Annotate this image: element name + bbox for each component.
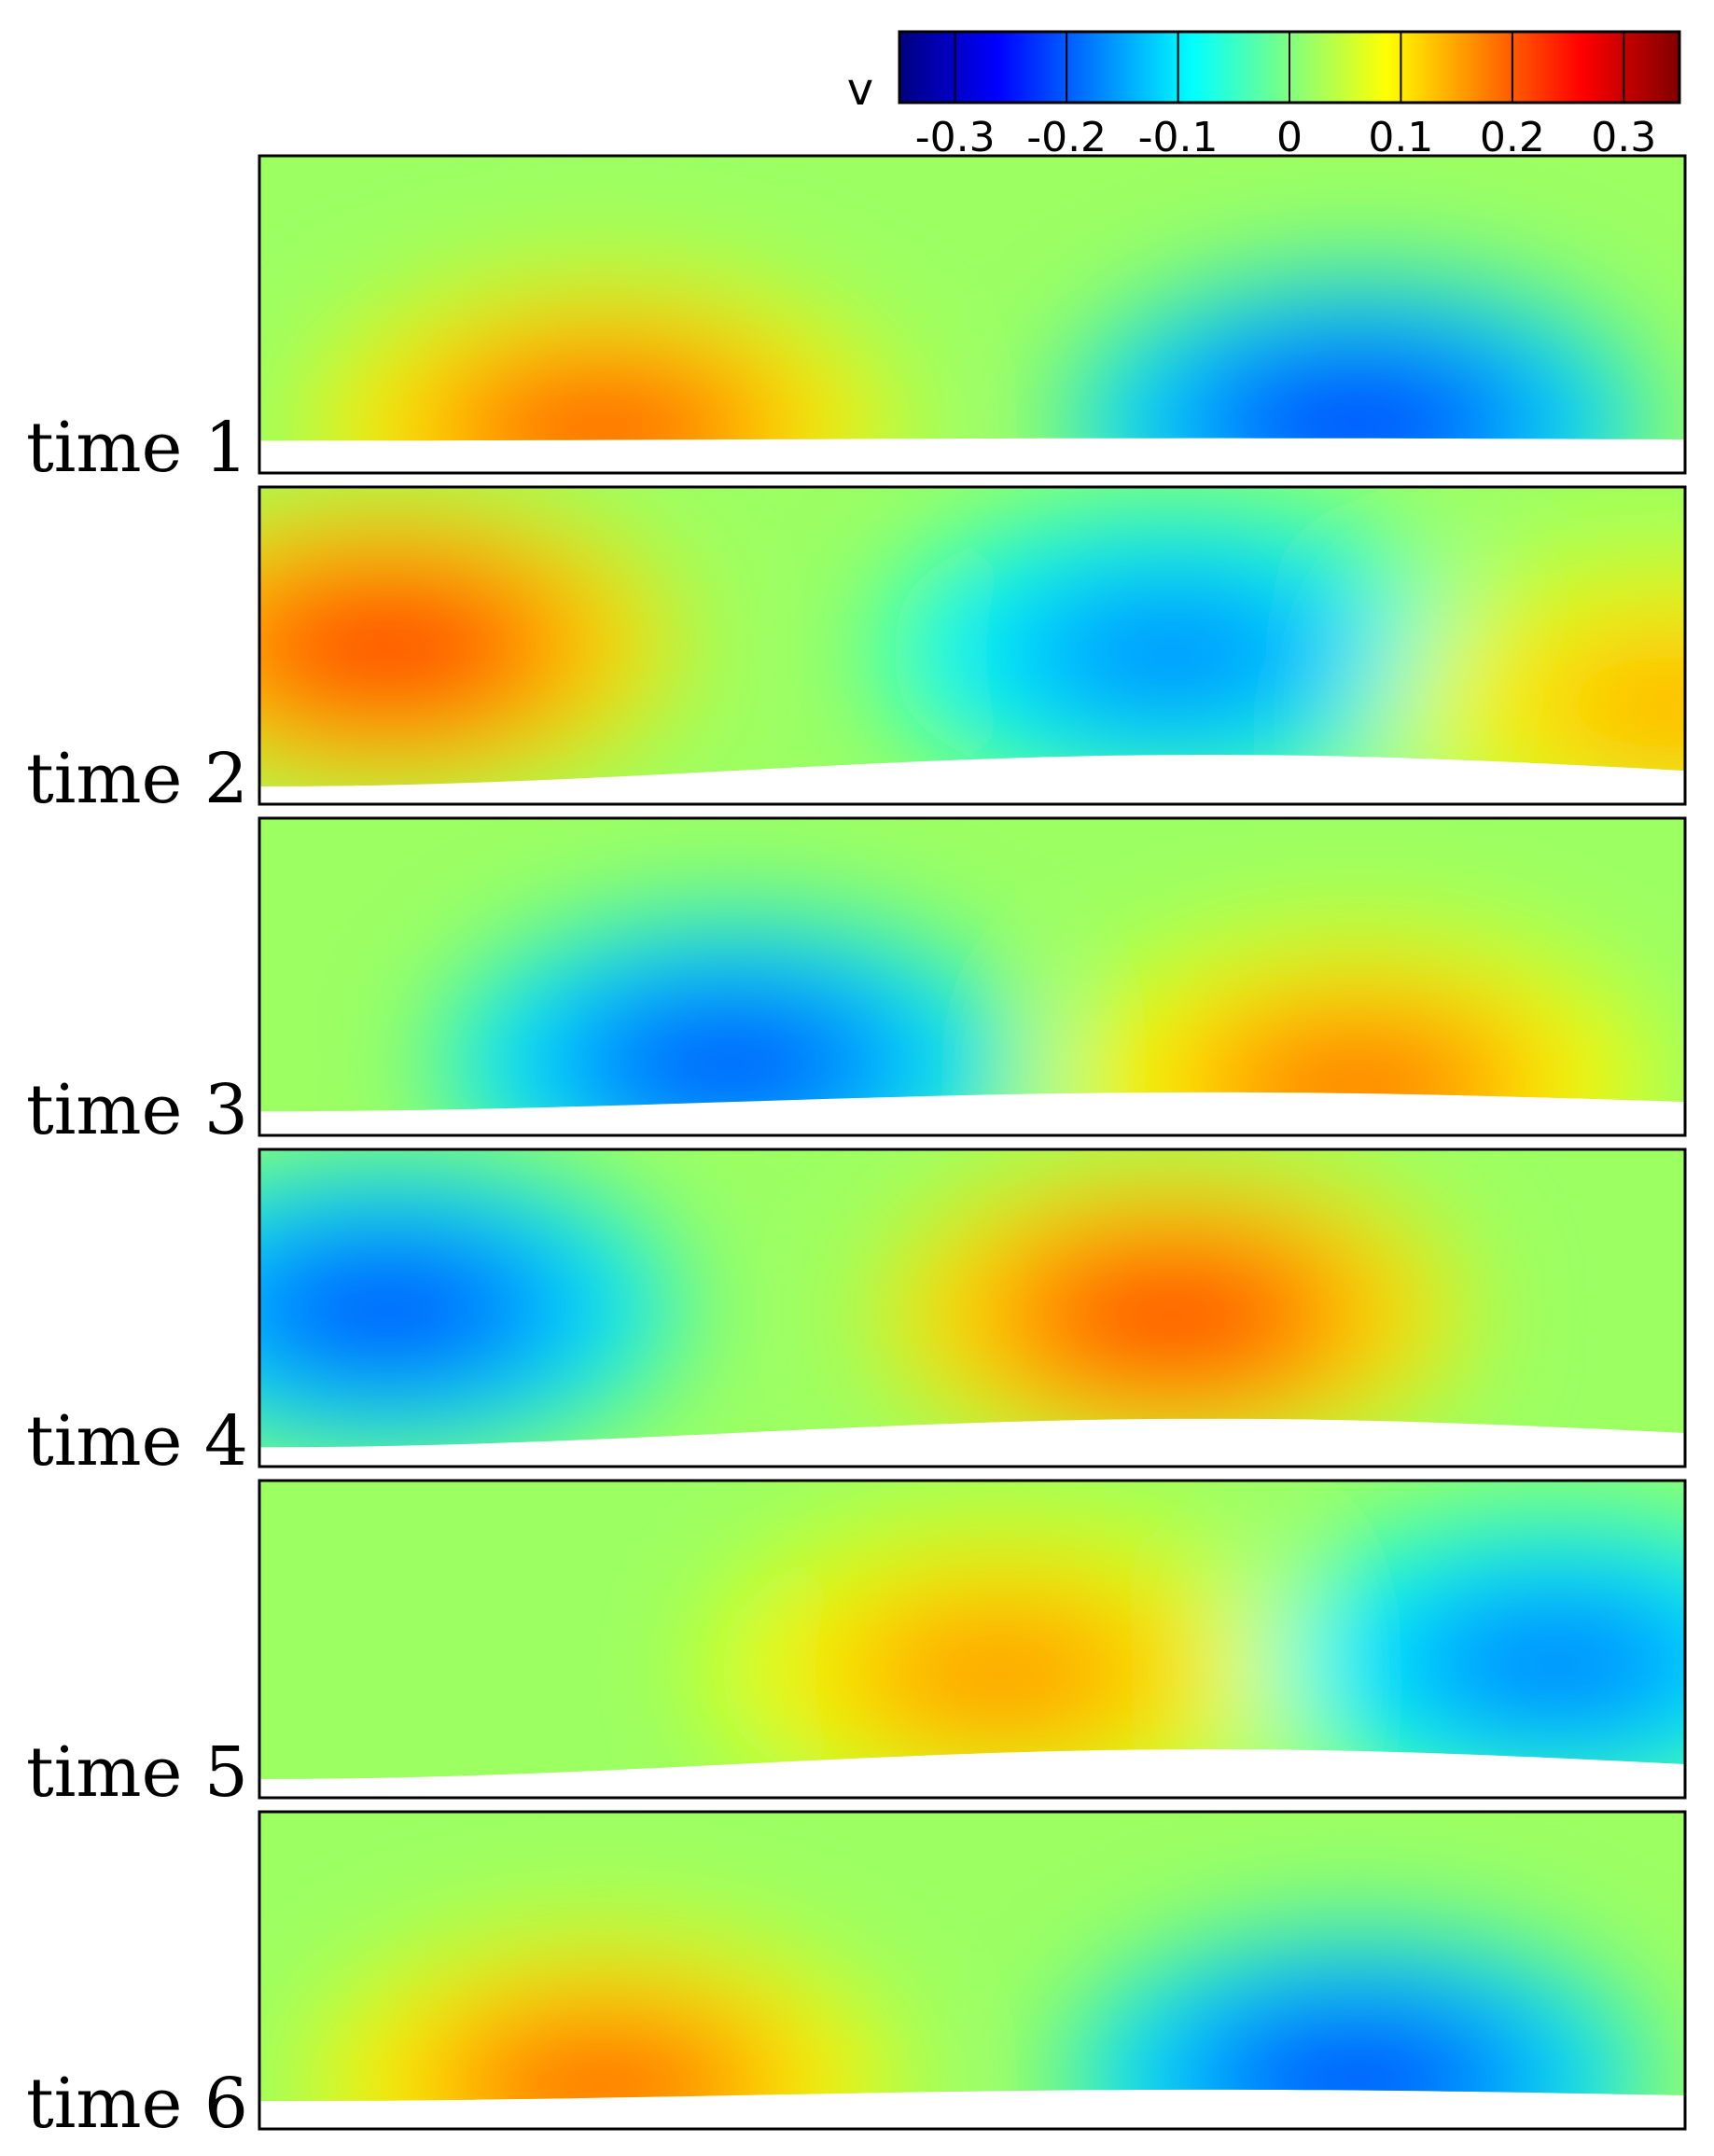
field-feature-core: [278, 606, 497, 696]
panel-frame: [258, 1810, 1687, 2131]
field-feature-core: [1447, 1622, 1666, 1712]
panel-frame: [258, 1479, 1687, 1800]
panel-label: time 2: [26, 739, 248, 819]
field: [259, 487, 1685, 786]
field: [259, 156, 1685, 441]
colorbar-ticks: -0.3 -0.2 -0.1 0 0.1 0.2 0.3: [915, 32, 1656, 161]
colorbar-tick-label: 0: [1276, 114, 1303, 161]
panel-frame: [258, 485, 1687, 806]
panel-label: time 3: [26, 1070, 248, 1150]
panel: time 3: [26, 816, 1687, 1150]
colorbar-tick-label: 0.3: [1591, 114, 1656, 161]
field-feature-core: [1247, 383, 1467, 441]
panel-label: time 5: [26, 1732, 248, 1813]
field-blobs: [311, 1932, 1649, 2102]
field-blobs: [259, 1161, 1463, 1448]
field: [259, 818, 1685, 1112]
field: [259, 1481, 1685, 1779]
panel-frame: [258, 154, 1687, 475]
panel: time 5: [26, 1479, 1687, 1813]
field: [259, 1149, 1685, 1448]
field: [259, 1812, 1685, 2102]
panels: time 1 time 2 time 3 time 4 time 5 time 6: [26, 154, 1687, 2144]
field-feature-core: [891, 1632, 1110, 1721]
field-feature-core: [278, 1269, 497, 1358]
field-blobs: [311, 276, 1649, 441]
colorbar-frame: [898, 30, 1681, 104]
panel-label: time 4: [26, 1401, 248, 1481]
panel: time 6: [26, 1810, 1687, 2144]
field-feature-core: [492, 2045, 711, 2102]
panel-frame: [258, 1148, 1687, 1468]
field-feature-core: [492, 389, 711, 441]
colorbar-label: v: [847, 63, 873, 116]
field-feature-core: [1568, 663, 1685, 753]
field-blobs: [439, 916, 1649, 1112]
field-feature-core: [1247, 1046, 1467, 1112]
panel-frame: [258, 816, 1687, 1137]
colorbar: v -0.3 -0.2 -0.1 0 0.1 0.2 0.3: [847, 30, 1681, 161]
field-feature-core: [1247, 2039, 1467, 2102]
panel: time 1: [26, 154, 1687, 488]
panel-label: time 1: [26, 408, 248, 488]
field-feature-core: [1063, 1275, 1281, 1365]
field-feature-core: [620, 1023, 840, 1112]
panel: time 4: [26, 1148, 1687, 1481]
field-feature-core: [1063, 613, 1281, 702]
panel: time 2: [26, 485, 1687, 819]
field-blobs: [259, 499, 1685, 786]
field-blobs: [709, 1515, 1685, 1779]
colorbar-tick-label: -0.2: [1026, 114, 1107, 161]
panel-label: time 6: [26, 2064, 248, 2144]
colorbar-tick-label: -0.3: [915, 114, 996, 161]
colorbar-tick-label: -0.1: [1138, 114, 1219, 161]
colorbar-tick-label: 0.1: [1368, 114, 1433, 161]
colorbar-tick-label: 0.2: [1480, 114, 1545, 161]
